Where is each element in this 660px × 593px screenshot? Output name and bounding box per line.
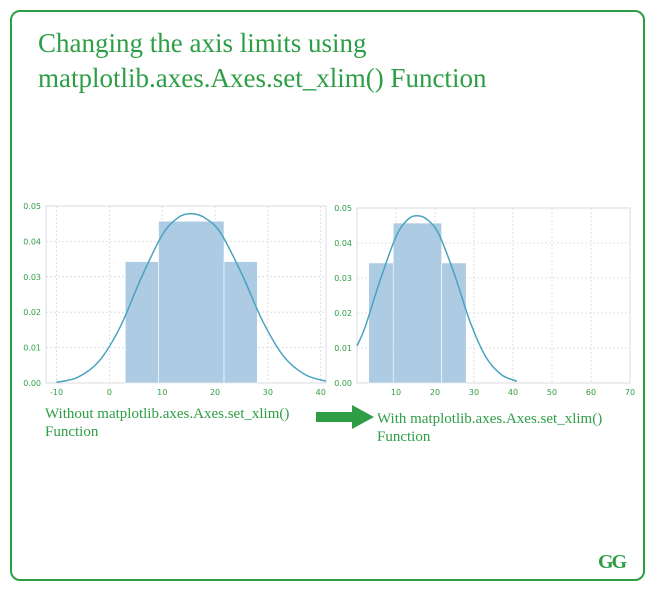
y-tick-label: 0.02 <box>334 309 352 318</box>
y-tick-label: 0.01 <box>23 344 41 353</box>
histogram-bar <box>392 222 442 384</box>
page-title: Changing the axis limits using matplotli… <box>38 26 638 96</box>
kde-line <box>56 213 327 384</box>
y-tick-label: 0.00 <box>334 379 352 388</box>
y-tick-label: 0.04 <box>334 239 352 248</box>
x-tick-label: 0 <box>107 388 112 397</box>
title-line-2: matplotlib.axes.Axes.set_xlim() Function <box>38 63 487 93</box>
y-tick-label: 0.04 <box>23 237 41 246</box>
caption-right-line-1: With matplotlib.axes.Axes.set_xlim() <box>377 411 603 427</box>
caption-left-line-1: Without matplotlib.axes.Axes.set_xlim() <box>45 406 290 422</box>
histogram-bar <box>124 261 159 384</box>
x-tick-label: 30 <box>469 388 479 397</box>
chart-with-xlim: 10 20 30 40 50 60 70 0.00 0.01 0.02 0.03 0.04 0.05 <box>334 204 635 397</box>
y-tick-label: 0.05 <box>23 202 41 211</box>
x-tick-label: 30 <box>263 388 273 397</box>
x-tick-label: 40 <box>508 388 518 397</box>
x-tick-label: 60 <box>586 388 596 397</box>
histogram-bar <box>441 262 467 384</box>
chart-without-xlim: -10 0 10 20 30 40 0.00 0.01 0.02 0.03 0.04 0.05 <box>23 202 327 397</box>
x-tick-label: 40 <box>316 388 326 397</box>
kde-line <box>356 214 518 382</box>
histogram-bar <box>223 261 258 384</box>
y-tick-label: 0.03 <box>23 273 41 282</box>
x-tick-label: 70 <box>625 388 635 397</box>
y-tick-label: 0.05 <box>334 204 352 213</box>
x-tick-label: 10 <box>157 388 167 397</box>
histogram-bar <box>368 262 394 384</box>
x-tick-label: 20 <box>430 388 440 397</box>
title-line-1: Changing the axis limits using <box>38 28 367 58</box>
y-tick-label: 0.00 <box>23 379 41 388</box>
gfg-logo: GG <box>598 551 627 573</box>
x-tick-label: 20 <box>210 388 220 397</box>
caption-right-line-2: Function <box>377 429 431 445</box>
y-tick-label: 0.01 <box>334 344 352 353</box>
y-tick-label: 0.02 <box>23 308 41 317</box>
y-tick-label: 0.03 <box>334 274 352 283</box>
caption-left-line-2: Function <box>45 424 99 440</box>
x-tick-label: 50 <box>547 388 557 397</box>
x-tick-label: -10 <box>50 388 63 397</box>
arrow-right-icon <box>316 405 374 429</box>
caption-left: Without matplotlib.axes.Axes.set_xlim() … <box>45 405 289 441</box>
histogram-bar <box>158 220 225 384</box>
x-tick-label: 10 <box>391 388 401 397</box>
content-frame <box>10 10 645 581</box>
caption-right: With matplotlib.axes.Axes.set_xlim() Fun… <box>377 410 602 446</box>
